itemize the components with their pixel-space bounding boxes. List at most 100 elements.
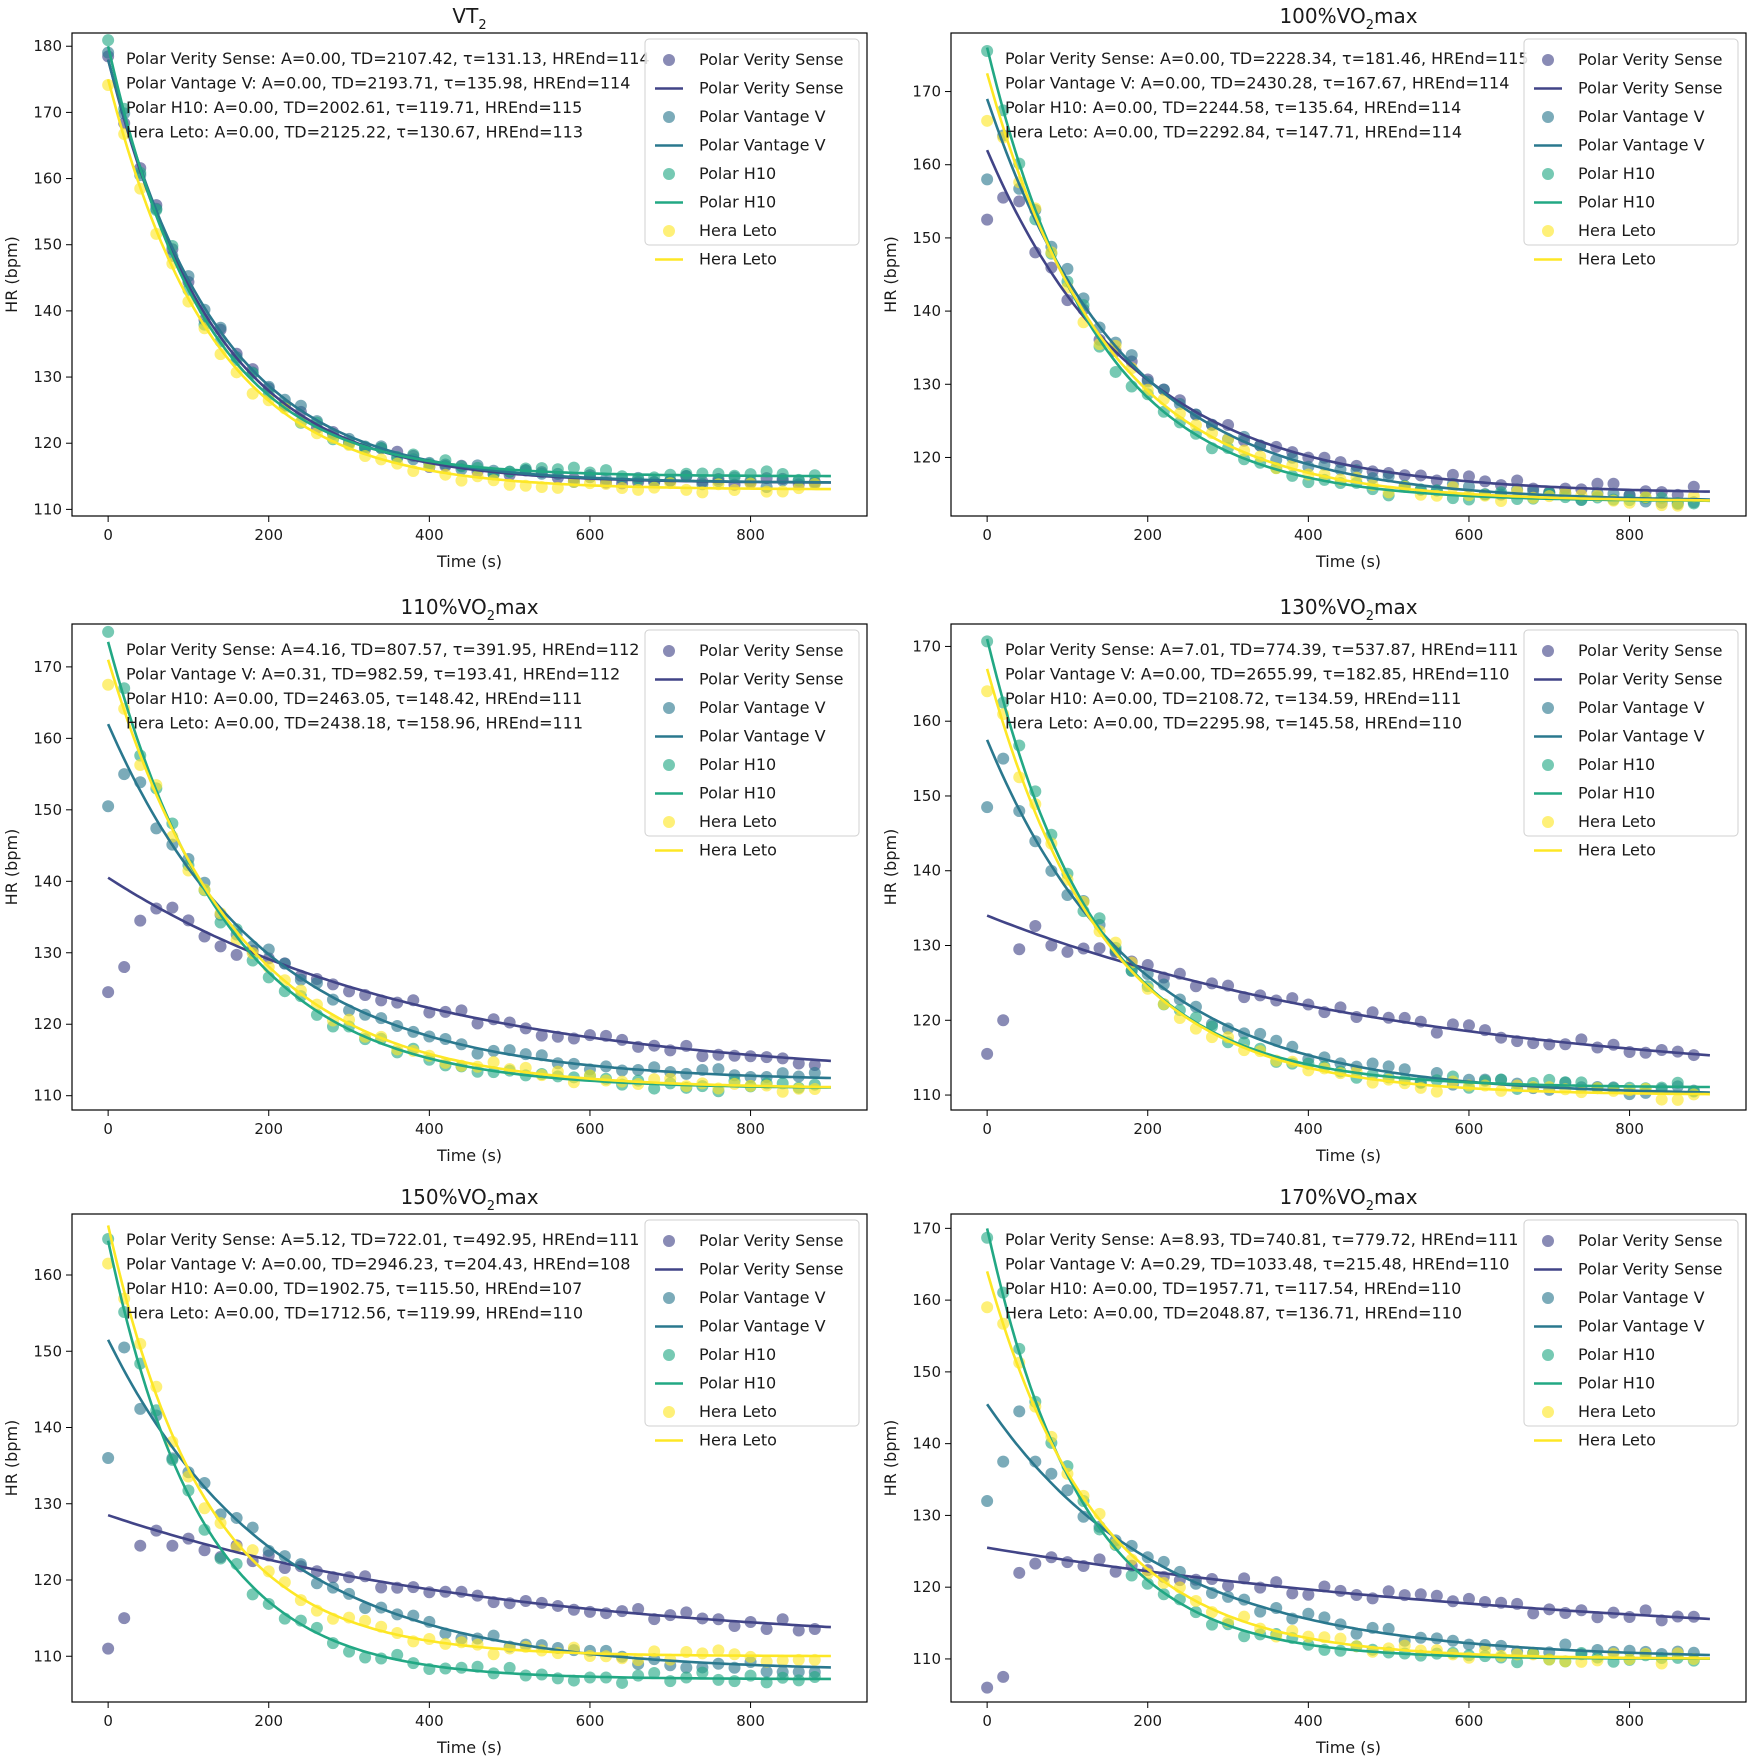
legend-entry: Polar Verity Sense	[1578, 79, 1723, 98]
chart-title-main: 110%VO	[400, 595, 486, 619]
chart-panel-6: 170%VO2max 0 200 400 600 800 110 120 130 140 150 16…	[881, 1185, 1747, 1757]
x-tick-label: 800	[736, 526, 765, 544]
data-point	[1334, 1584, 1347, 1597]
fit-annotation: Polar Vantage V: A=0.00, TD=2430.28, τ=1…	[1005, 74, 1509, 93]
data-point	[776, 485, 789, 498]
data-point	[1398, 1063, 1411, 1076]
data-point	[728, 484, 741, 497]
data-point	[792, 1082, 805, 1095]
fit-annotation: Hera Leto: A=0.00, TD=1712.56, τ=119.99,…	[126, 1304, 583, 1323]
fit-annotation: Polar Vantage V: A=0.31, TD=982.59, τ=19…	[126, 665, 620, 684]
data-point	[535, 1029, 548, 1042]
data-point	[1687, 480, 1700, 493]
data-point	[680, 1606, 693, 1619]
chart-panel-4: 130%VO2max 0 200 400 600 800 110 120 130 140 150 16…	[881, 595, 1747, 1165]
legend: Polar Verity Sense Polar Verity Sense Pola…	[644, 38, 860, 269]
data-point	[214, 1552, 227, 1565]
data-point	[1430, 1085, 1443, 1098]
data-point	[1254, 1027, 1267, 1040]
data-point	[776, 1085, 789, 1098]
data-point	[198, 1476, 211, 1489]
chart-title: 100%VO2max	[1279, 4, 1417, 33]
chart-title: 150%VO2max	[400, 1185, 538, 1214]
x-tick-label: 800	[1615, 1712, 1644, 1730]
data-point	[1462, 1019, 1475, 1032]
data-point	[487, 1056, 500, 1069]
legend-entry: Polar Vantage V	[699, 1288, 826, 1307]
data-point	[1382, 1585, 1395, 1598]
data-point	[214, 940, 227, 953]
fit-annotation: Polar Verity Sense: A=0.00, TD=2228.34, …	[1005, 49, 1529, 68]
chart-panel-1: VT2 0 200 400 600 800 110 120 130 140 150 160 170 180…	[2, 4, 868, 571]
data-point	[808, 1671, 821, 1684]
plot-area	[981, 45, 1710, 512]
data-point	[981, 1047, 994, 1060]
y-tick-label: 150	[33, 1342, 62, 1360]
fit-line-hera-leto	[106, 659, 831, 1089]
fit-line-hera-leto	[985, 72, 1710, 502]
data-point	[1302, 1588, 1315, 1601]
fit-annotation: Hera Leto: A=0.00, TD=2438.18, τ=158.96,…	[126, 714, 583, 733]
legend-entry: Hera Leto	[699, 841, 777, 860]
y-tick-label: 110	[33, 1647, 62, 1665]
chart-title-suffix: max	[1374, 595, 1418, 619]
x-tick-label: 0	[103, 526, 113, 544]
legend-entry: Polar H10	[1578, 1345, 1655, 1364]
legend-marker	[663, 1406, 675, 1418]
x-tick-label: 400	[1294, 1712, 1323, 1730]
x-tick-label: 600	[576, 526, 605, 544]
data-point	[728, 1675, 741, 1688]
fit-line-polar-h10	[106, 1240, 831, 1681]
data-point	[997, 1670, 1010, 1683]
data-point	[760, 465, 773, 478]
data-point	[214, 321, 227, 334]
chart-title-suffix: max	[1374, 4, 1418, 28]
data-point	[1559, 1638, 1572, 1651]
data-point	[1655, 499, 1668, 512]
data-point	[1029, 919, 1042, 932]
fit-line-polar-vantage-v	[986, 1403, 1710, 1657]
data-point	[981, 213, 994, 226]
legend-entry: Polar H10	[1578, 755, 1655, 774]
chart-title-main: VT	[452, 4, 479, 28]
fit-line-hera-leto	[985, 1271, 1710, 1660]
legend-entry: Polar Vantage V	[1578, 107, 1705, 126]
data-point	[102, 1257, 115, 1270]
legend-entry: Hera Leto	[699, 250, 777, 269]
data-point	[503, 1661, 516, 1674]
data-point	[981, 1301, 994, 1314]
data-point	[981, 1681, 994, 1694]
data-point	[712, 1063, 725, 1076]
fit-annotation: Polar Verity Sense: A=8.93, TD=740.81, τ…	[1005, 1230, 1518, 1249]
data-point	[455, 474, 468, 487]
legend-entry: Polar Verity Sense	[699, 1260, 844, 1279]
axes-frame	[71, 32, 868, 517]
legend-entry: Polar H10	[699, 164, 776, 183]
legend-entry: Polar Verity Sense	[699, 79, 844, 98]
data-point	[1671, 499, 1684, 512]
data-point	[1382, 1060, 1395, 1073]
data-point	[616, 482, 629, 495]
legend-entry: Hera Leto	[1578, 841, 1656, 860]
data-point	[1334, 1632, 1347, 1645]
fit-line-hera-leto	[106, 78, 831, 491]
x-tick-label: 800	[736, 1120, 765, 1138]
data-point	[1350, 1627, 1363, 1640]
y-tick-label: 140	[912, 862, 941, 880]
data-point	[567, 1603, 580, 1616]
data-point	[1591, 477, 1604, 490]
data-point	[1575, 1033, 1588, 1046]
legend-entry: Polar Verity Sense	[699, 641, 844, 660]
data-point	[1238, 1630, 1251, 1643]
data-point	[696, 1647, 709, 1660]
legend-entry: Hera Leto	[1578, 1402, 1656, 1421]
y-tick-label: 160	[912, 1291, 941, 1309]
legend-entry: Polar H10	[1578, 164, 1655, 183]
data-point	[1013, 1405, 1026, 1418]
data-point	[632, 1602, 645, 1615]
data-point	[728, 1077, 741, 1090]
legend-entry: Polar H10	[699, 1374, 776, 1393]
legend-marker	[1542, 645, 1554, 657]
data-point	[230, 366, 243, 379]
x-axis-label: Time (s)	[436, 1146, 502, 1165]
